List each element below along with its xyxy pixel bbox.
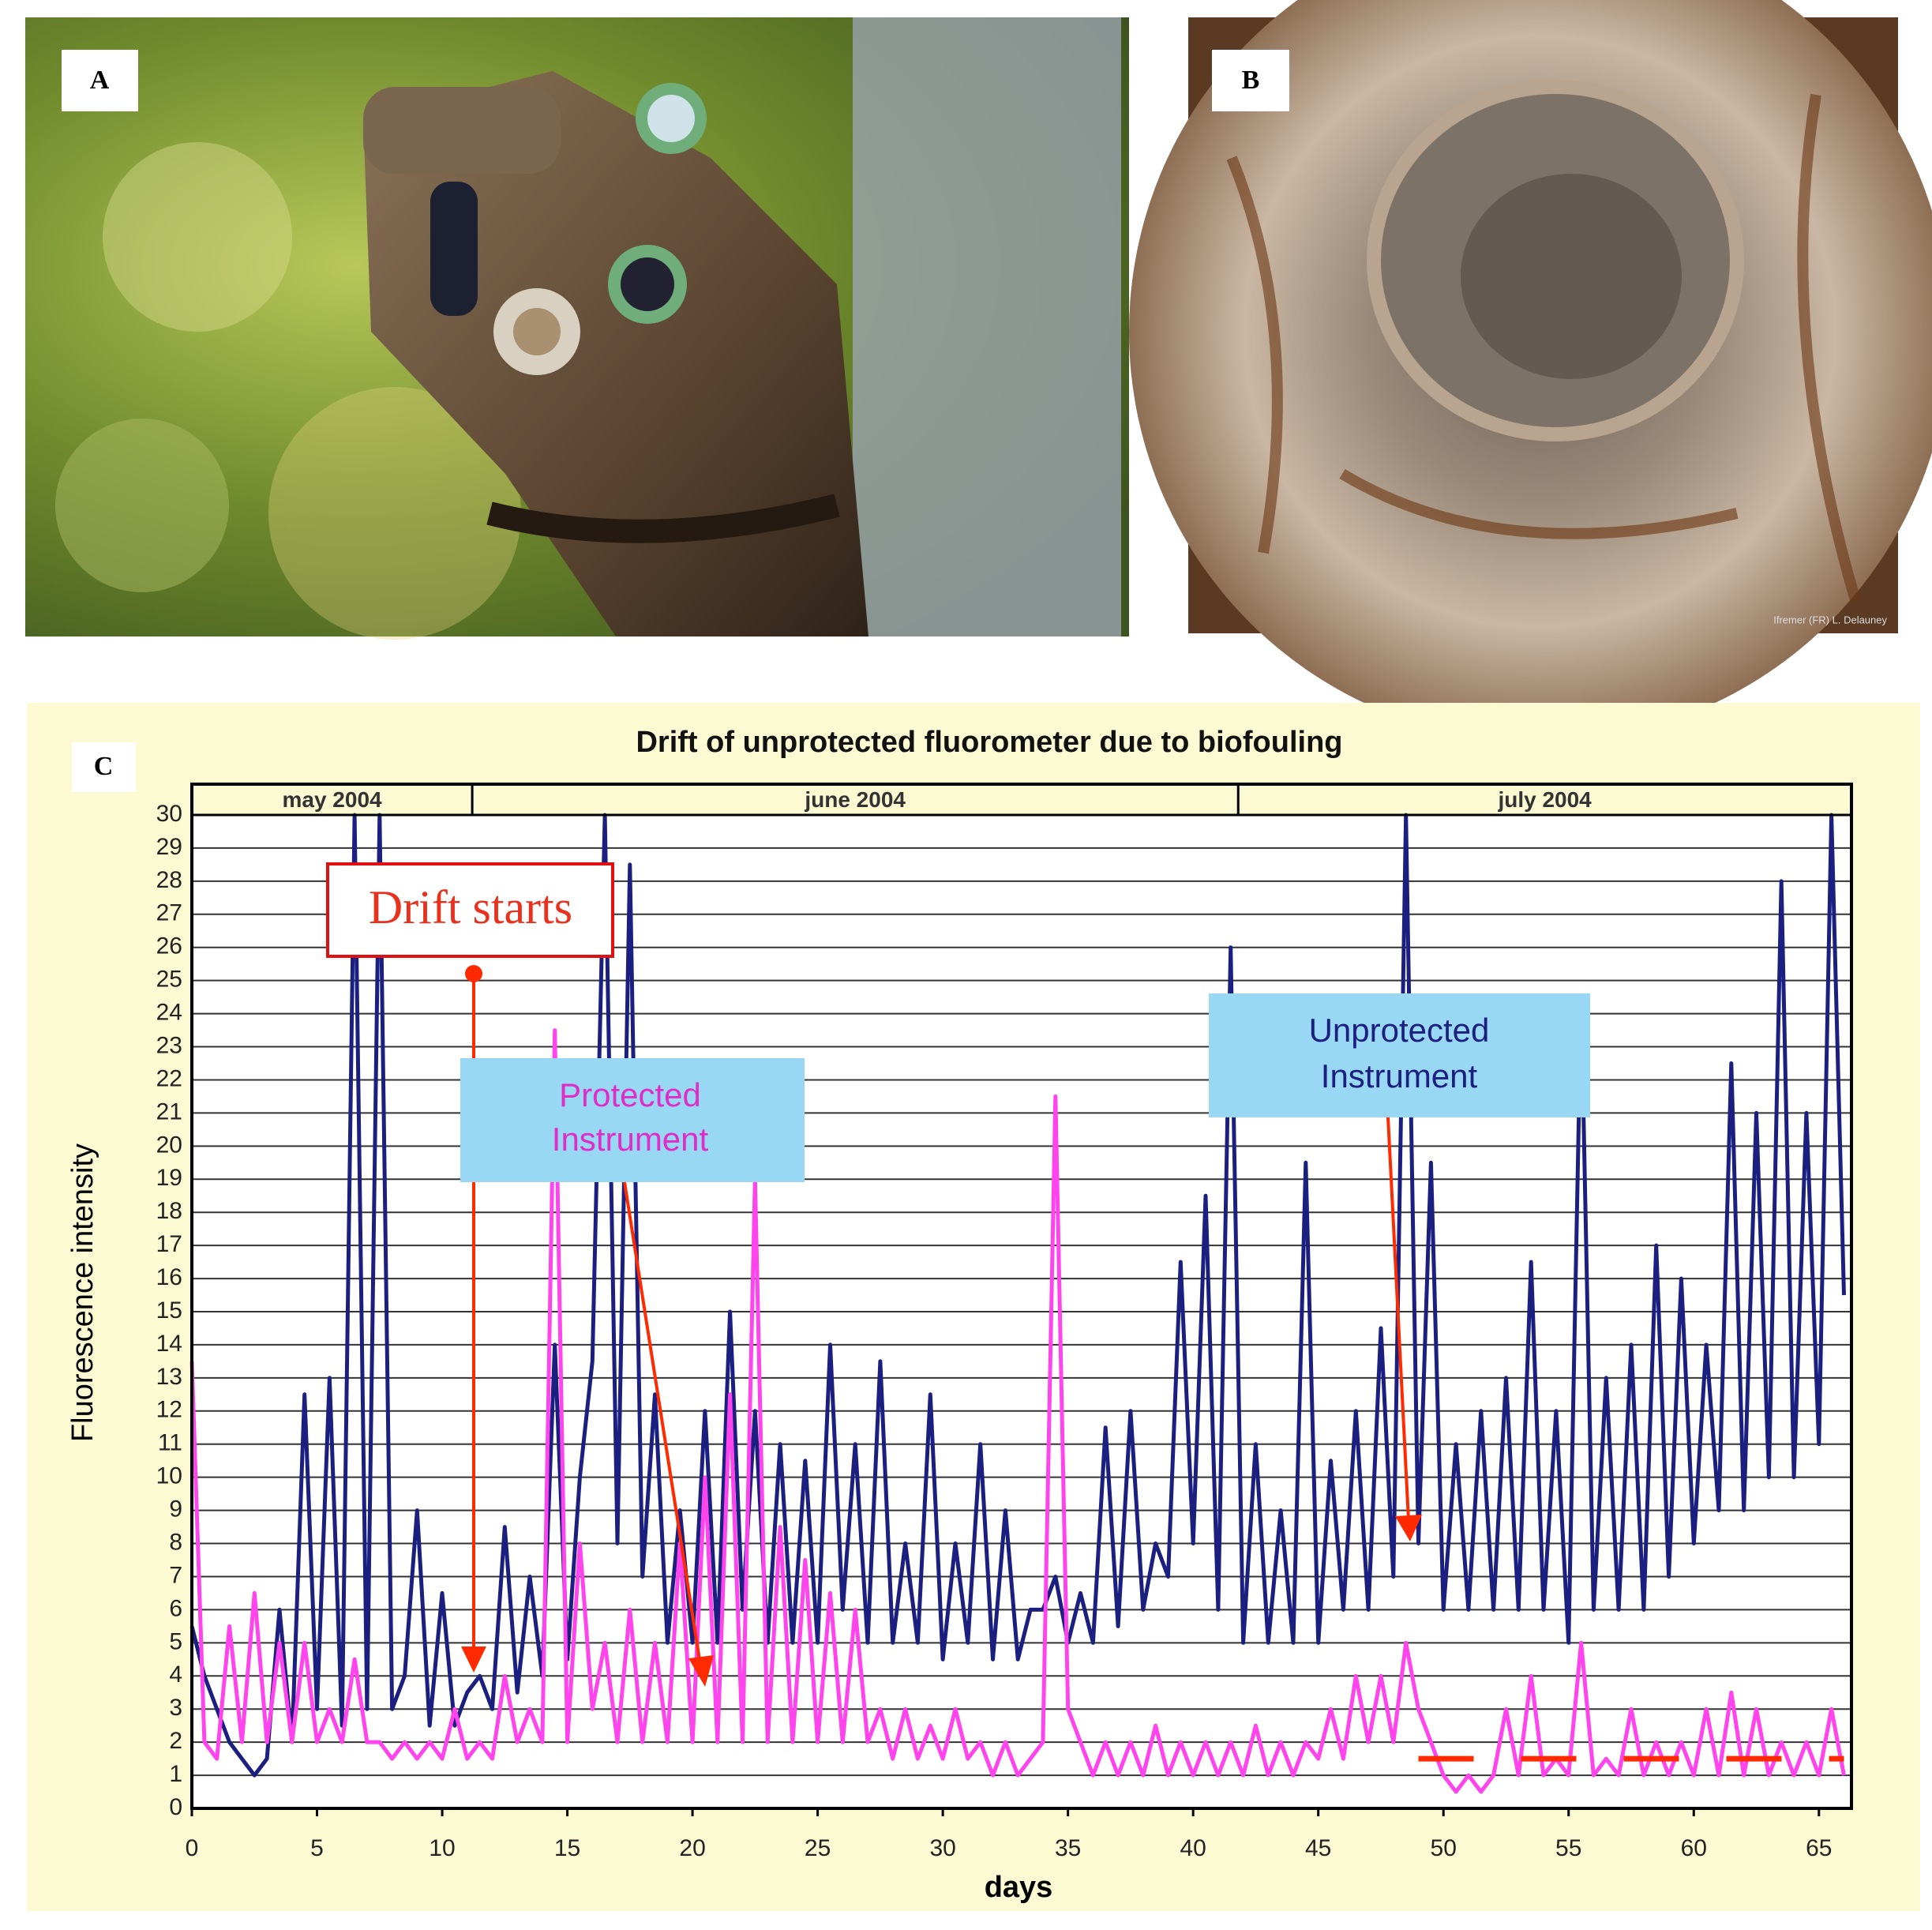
photo-credit: Ifremer (FR) L. Delauney — [1773, 614, 1887, 625]
y-axis-label: Fluorescence intensity — [66, 1143, 99, 1442]
annotation-box — [1209, 993, 1590, 1117]
annotation-text: Unprotected — [1309, 1012, 1490, 1049]
annotation-box — [460, 1058, 805, 1182]
y-tick-label: 6 — [169, 1595, 182, 1621]
arrow-tail — [465, 965, 482, 982]
x-tick-label: 10 — [429, 1835, 455, 1861]
series-line — [189, 1028, 1846, 1794]
photo-b — [1129, 0, 1932, 742]
plot-frame — [190, 783, 1853, 1810]
y-tick-label: 24 — [156, 1000, 182, 1026]
y-tick-label: 9 — [169, 1496, 182, 1523]
arrow-head — [1395, 1515, 1422, 1541]
arrow — [623, 1181, 702, 1665]
chart-title: Drift of unprotected fluorometer due to … — [636, 726, 1342, 759]
x-tick-label: 60 — [1681, 1835, 1707, 1861]
panel-label-box — [62, 50, 138, 111]
y-tick-label: 12 — [156, 1397, 182, 1423]
y-tick-label: 25 — [156, 967, 182, 993]
annotation-text: Drift starts — [369, 881, 572, 933]
annotation-text: Instrument — [552, 1121, 709, 1158]
panel-label-box — [72, 742, 136, 792]
x-tick-label: 20 — [679, 1835, 705, 1861]
y-tick-label: 8 — [169, 1529, 182, 1555]
annotation-text: Instrument — [1321, 1057, 1478, 1095]
y-tick-label: 11 — [158, 1430, 182, 1456]
x-tick-label: 65 — [1806, 1835, 1832, 1861]
y-tick-label: 21 — [156, 1098, 182, 1125]
y-tick-label: 0 — [169, 1794, 182, 1820]
month-label: july 2004 — [1497, 787, 1592, 812]
x-tick-label: 55 — [1555, 1835, 1581, 1861]
y-tick-label: 17 — [156, 1231, 182, 1257]
x-tick-label: 30 — [929, 1835, 955, 1861]
y-tick-label: 22 — [156, 1065, 182, 1091]
y-tick-label: 15 — [156, 1297, 182, 1324]
month-label: june 2004 — [804, 787, 906, 812]
annotation-box — [326, 862, 614, 958]
y-tick-label: 10 — [156, 1463, 182, 1489]
y-tick-label: 19 — [156, 1165, 182, 1191]
panel-label: B — [1242, 66, 1260, 95]
arrow — [1386, 1117, 1410, 1521]
panel-label-box — [1212, 50, 1289, 111]
x-tick-label: 25 — [805, 1835, 831, 1861]
arrow-head — [688, 1655, 714, 1687]
x-axis-label: days — [985, 1871, 1053, 1904]
y-tick-label: 27 — [156, 900, 182, 926]
y-tick-label: 29 — [156, 834, 182, 860]
y-tick-label: 5 — [169, 1628, 182, 1654]
y-tick-label: 14 — [156, 1331, 182, 1357]
x-tick-label: 5 — [310, 1835, 324, 1861]
x-tick-label: 15 — [554, 1835, 580, 1861]
y-tick-label: 16 — [156, 1264, 182, 1290]
y-tick-label: 20 — [156, 1132, 182, 1158]
x-tick-label: 35 — [1055, 1835, 1081, 1861]
y-tick-label: 23 — [156, 1032, 182, 1058]
x-tick-label: 45 — [1305, 1835, 1331, 1861]
y-tick-label: 26 — [156, 933, 182, 959]
y-tick-label: 28 — [156, 867, 182, 893]
x-tick-label: 0 — [186, 1835, 199, 1861]
y-tick-label: 4 — [169, 1662, 182, 1688]
x-tick-label: 50 — [1431, 1835, 1457, 1861]
annotations — [326, 862, 1590, 1687]
panel-label: A — [90, 66, 110, 95]
y-tick-label: 13 — [156, 1364, 182, 1390]
y-tick-label: 18 — [156, 1198, 182, 1224]
y-tick-label: 1 — [169, 1761, 182, 1787]
x-tick-label: 40 — [1180, 1835, 1206, 1861]
arrow-head — [461, 1647, 486, 1673]
y-tick-label: 30 — [156, 801, 182, 827]
y-tick-label: 7 — [169, 1562, 182, 1588]
y-tick-label: 3 — [169, 1695, 182, 1721]
month-label: may 2004 — [282, 787, 382, 812]
photo-a — [25, 17, 1129, 640]
y-tick-label: 2 — [169, 1728, 182, 1754]
panel-label: C — [94, 752, 114, 781]
annotation-text: Protected — [559, 1076, 701, 1113]
series-line — [189, 813, 1846, 1778]
